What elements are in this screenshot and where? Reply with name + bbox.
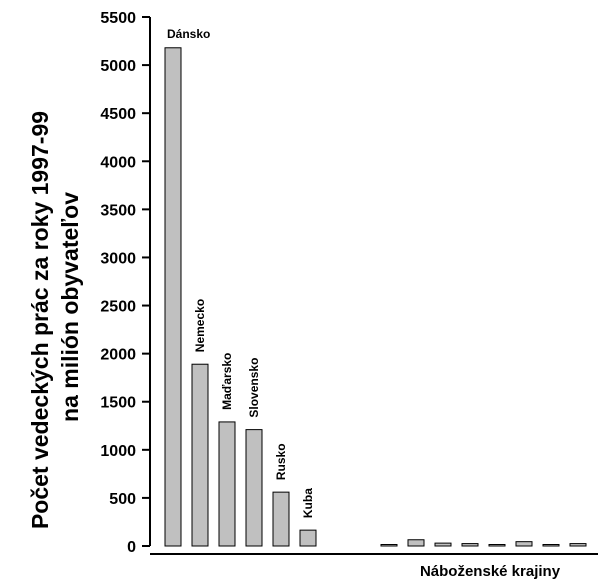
y-tick-label: 0 bbox=[127, 539, 136, 556]
bar-label: Nemecko bbox=[193, 299, 207, 352]
bar bbox=[164, 47, 182, 547]
bar bbox=[461, 543, 479, 547]
bar-label: Slovensko bbox=[247, 358, 261, 418]
bar bbox=[407, 539, 425, 547]
y-tick-label: 4000 bbox=[100, 154, 136, 171]
y-tick-label: 3500 bbox=[100, 202, 136, 219]
bar-labels: Dánsko Nemecko Maďarsko Slovensko Rusko Kuba bbox=[167, 27, 315, 518]
y-tick-label: 3000 bbox=[100, 250, 136, 267]
bar bbox=[218, 421, 236, 547]
y-tick-label: 5500 bbox=[100, 10, 136, 27]
bar-label: Rusko bbox=[274, 443, 288, 480]
bar-label: Maďarsko bbox=[220, 353, 234, 410]
bars bbox=[164, 47, 587, 547]
bar-label: Kuba bbox=[301, 488, 315, 518]
bar bbox=[380, 544, 398, 547]
y-tick-label: 4500 bbox=[100, 106, 136, 123]
y-axis-title-line2: na milión obyvateľov bbox=[57, 192, 83, 422]
bar bbox=[542, 544, 560, 547]
y-tick-label: 2000 bbox=[100, 347, 136, 364]
bar bbox=[191, 363, 209, 547]
y-tick-label: 1000 bbox=[100, 443, 136, 460]
bar bbox=[272, 491, 290, 547]
bar bbox=[434, 542, 452, 547]
x-axis-title: Náboženské krajiny bbox=[420, 563, 561, 580]
bar-label: Dánsko bbox=[167, 27, 210, 41]
bar bbox=[515, 541, 533, 547]
y-tick-label: 500 bbox=[109, 491, 136, 508]
bar bbox=[245, 429, 263, 547]
y-axis-title-line1: Počet vedeckých prác za roky 1997-99 bbox=[27, 111, 53, 529]
bar bbox=[569, 543, 587, 547]
y-tick-label: 1500 bbox=[100, 395, 136, 412]
y-tick-label: 5000 bbox=[100, 58, 136, 75]
y-tick-label: 2500 bbox=[100, 299, 136, 316]
bar bbox=[488, 544, 506, 547]
bar bbox=[299, 529, 317, 547]
y-axis: 0 500 1000 1500 2000 2500 3000 3500 4000 4500 5000… bbox=[100, 10, 151, 556]
